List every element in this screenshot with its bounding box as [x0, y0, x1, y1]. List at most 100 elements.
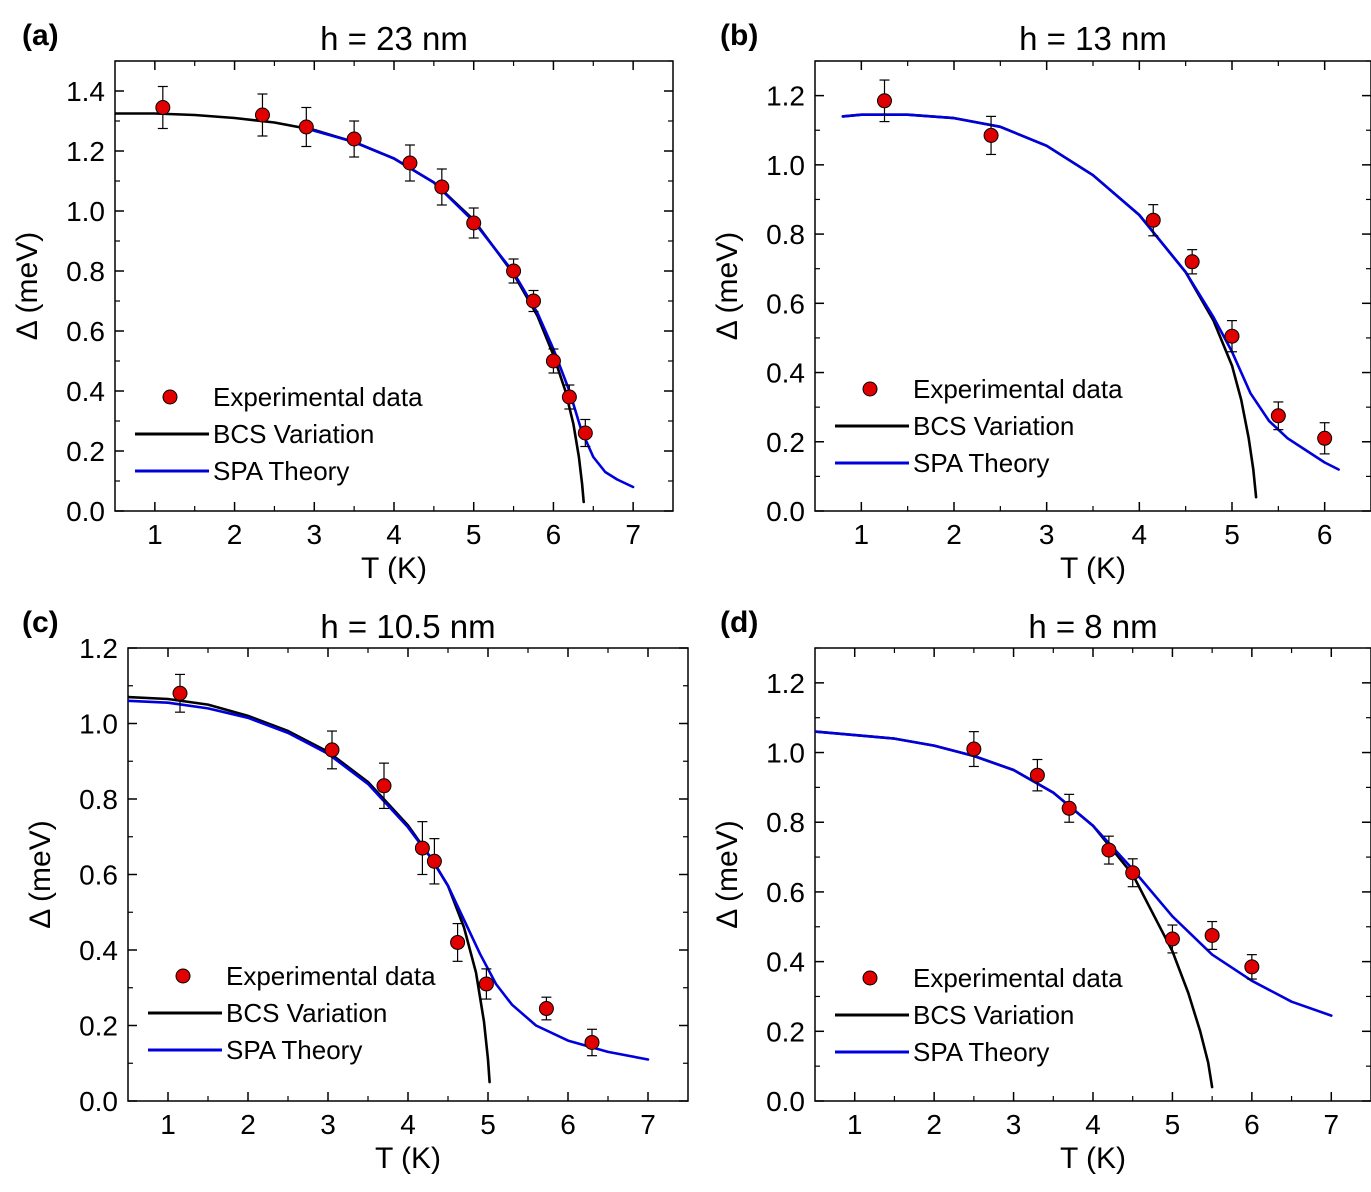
y-tick-label: 1.0	[66, 196, 105, 227]
x-tick-label: 2	[240, 1109, 256, 1140]
x-tick-label: 6	[560, 1109, 576, 1140]
plot-area	[115, 85, 635, 504]
data-point	[1224, 320, 1240, 353]
data-marker	[376, 778, 392, 794]
x-tick-label: 1	[147, 519, 163, 550]
data-point	[1204, 920, 1220, 951]
data-marker	[983, 127, 999, 143]
data-marker	[172, 685, 188, 701]
x-tick-label: 6	[1317, 519, 1333, 550]
panel-2: (b) h = 13 nm 1 2 3 4 5 6 0.0 0.2 0.4 0.6 0.8 1.0 1.2 T…	[711, 19, 1371, 585]
legend-label: BCS Variation	[213, 419, 374, 449]
data-marker	[506, 263, 522, 279]
legend-marker	[162, 389, 178, 405]
y-tick-label: 0.6	[766, 288, 805, 319]
panel-letter: (b)	[720, 19, 758, 52]
y-axis-label: Δ (meV)	[711, 820, 744, 928]
data-marker	[561, 389, 577, 405]
x-tick-label: 3	[320, 1109, 336, 1140]
data-point	[1061, 793, 1077, 823]
y-tick-label: 1.0	[766, 150, 805, 181]
legend-label: Experimental data	[213, 382, 423, 412]
legend-label: BCS Variation	[913, 411, 1074, 441]
data-point	[1317, 422, 1333, 455]
data-point	[577, 418, 593, 448]
data-point	[376, 762, 392, 810]
y-tick-label: 0.6	[766, 877, 805, 908]
legend: Experimental data BCS Variation SPA Theory	[835, 963, 1123, 1067]
legend-label: SPA Theory	[213, 456, 349, 486]
data-marker	[966, 741, 982, 757]
x-tick-label: 3	[1039, 519, 1055, 550]
legend-label: Experimental data	[226, 961, 436, 991]
x-axis-label: T (K)	[1060, 1142, 1126, 1175]
data-point	[538, 996, 554, 1021]
y-tick-label: 1.2	[66, 136, 105, 167]
x-tick-label: 1	[847, 1109, 863, 1140]
data-point	[254, 93, 270, 137]
data-marker	[1101, 842, 1117, 858]
data-point	[1184, 249, 1200, 275]
panel-letter: (a)	[22, 19, 59, 52]
data-marker	[1145, 212, 1161, 228]
data-marker	[434, 179, 450, 195]
legend-marker	[862, 381, 878, 397]
data-point	[466, 207, 482, 239]
y-tick-label: 0.4	[66, 376, 105, 407]
y-tick-label: 0.0	[66, 496, 105, 527]
y-tick-label: 1.2	[766, 81, 805, 112]
x-tick-label: 5	[1224, 519, 1240, 550]
x-tick-label: 4	[386, 519, 402, 550]
plot-area	[841, 79, 1340, 499]
data-marker	[1270, 408, 1286, 424]
data-marker	[402, 155, 418, 171]
data-point	[966, 731, 982, 768]
y-tick-label: 0.8	[66, 256, 105, 287]
plot-frame	[114, 60, 674, 512]
y-tick-label: 0.6	[66, 316, 105, 347]
x-tick-label: 7	[640, 1109, 656, 1140]
data-point	[324, 730, 340, 770]
legend: Experimental data BCS Variation SPA Theory	[148, 961, 436, 1065]
x-tick-label: 6	[1244, 1109, 1260, 1140]
x-tick-label: 2	[227, 519, 243, 550]
data-point	[426, 838, 442, 885]
data-marker	[1224, 328, 1240, 344]
y-tick-label: 0.2	[766, 427, 805, 458]
y-tick-label: 1.4	[66, 76, 105, 107]
data-marker	[324, 742, 340, 758]
y-tick-label: 0.2	[766, 1016, 805, 1047]
legend-marker	[862, 970, 878, 986]
x-tick-label: 3	[1006, 1109, 1022, 1140]
panel-3: (c) h = 10.5 nm 1 2 3 4 5 6 7 0.0 0.2 0.4 0.6 0.8 1.0 1…	[22, 606, 689, 1175]
data-point	[346, 120, 362, 158]
data-marker	[1244, 959, 1260, 975]
data-point	[584, 1028, 600, 1057]
legend-label: Experimental data	[913, 963, 1123, 993]
data-marker	[1204, 927, 1220, 943]
data-point	[414, 821, 430, 876]
data-marker	[414, 840, 430, 856]
x-tick-label: 2	[926, 1109, 942, 1140]
legend-label: SPA Theory	[913, 448, 1049, 478]
panel-4: (d) h = 8 nm 1 2 3 4 5 6 7 0.0 0.2 0.4 0.6 0.8 1.0 1.2 T…	[711, 606, 1371, 1175]
legend: Experimental data BCS Variation SPA Theory	[135, 382, 423, 486]
data-marker	[1061, 800, 1077, 816]
data-point	[983, 115, 999, 156]
data-marker	[1029, 767, 1045, 783]
panel-letter: (c)	[22, 606, 59, 639]
data-point	[1164, 924, 1180, 954]
plot-area	[815, 730, 1333, 1089]
legend-marker	[175, 968, 191, 984]
data-point	[1101, 835, 1117, 865]
x-tick-label: 1	[160, 1109, 176, 1140]
x-tick-label: 7	[625, 519, 641, 550]
spa-curve	[841, 113, 1340, 471]
y-tick-label: 0.4	[79, 935, 118, 966]
legend-label: BCS Variation	[913, 1000, 1074, 1030]
y-tick-label: 0.2	[79, 1011, 118, 1042]
panel-1: (a) h = 23 nm 1 2 3 4 5 6 7 0.0 0.2 0.4 0.6 0.8 1.0 1.2…	[11, 19, 674, 585]
data-point	[172, 673, 188, 713]
data-point	[1244, 954, 1260, 980]
data-point	[561, 384, 577, 410]
